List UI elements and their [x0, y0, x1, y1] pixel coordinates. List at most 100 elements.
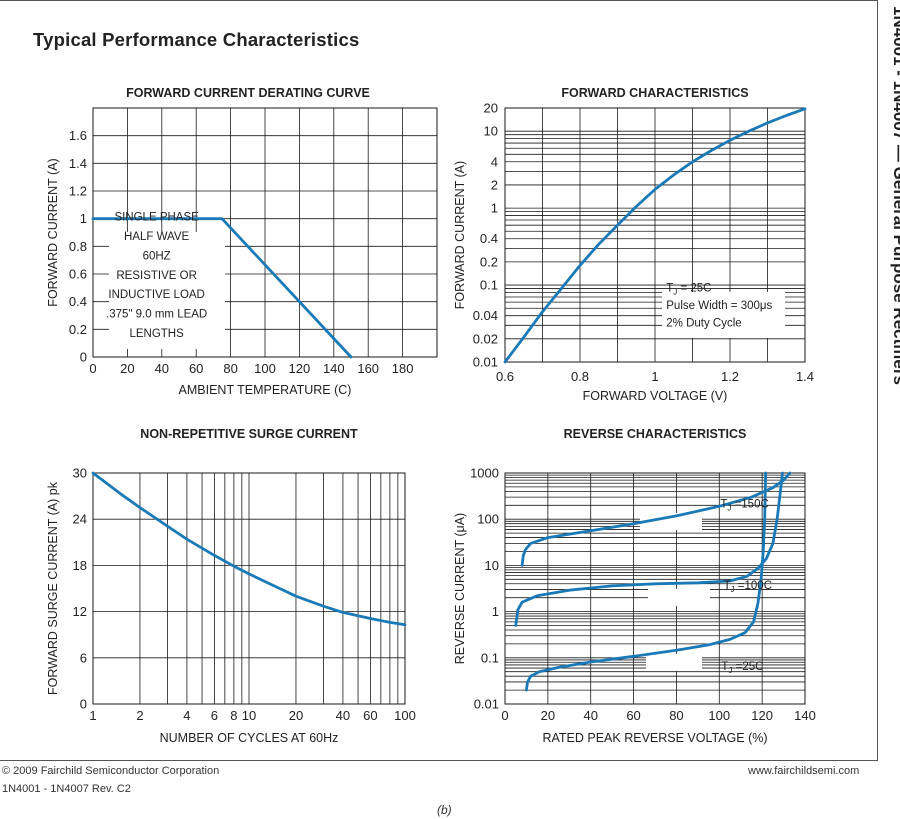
plot-frame-forward: [504, 107, 806, 363]
annotation-part: = 25C: [677, 283, 711, 295]
annotation-backdrop: [109, 232, 225, 349]
x-tick-label: 0: [501, 708, 508, 723]
annotation-part: =100C: [735, 580, 772, 592]
x-tick-label: 1.4: [796, 369, 814, 384]
series-reverse-0: [520, 471, 792, 567]
series-reverse-1: [514, 471, 784, 627]
annotation-subscript: J: [727, 503, 731, 512]
annotation-part: T: [724, 580, 731, 592]
x-tick-label: 0.6: [496, 369, 514, 384]
series-forward-0: [503, 107, 807, 364]
y-tick-label: 10: [485, 558, 499, 573]
x-tick-label: 0.8: [571, 369, 589, 384]
x-tick-label: 100: [254, 361, 276, 376]
y-tick-label: 0.2: [69, 322, 87, 337]
plot-frame-derating: [92, 107, 438, 358]
page-heading: Typical Performance Characteristics: [33, 29, 360, 50]
x-tick-label: 20: [289, 708, 303, 723]
y-tick-label: 0.1: [481, 650, 499, 665]
y-tick-label: 10: [484, 124, 498, 139]
y-tick-label: 1.6: [69, 128, 87, 143]
chart-title: FORWARD CURRENT DERATING CURVE: [126, 86, 370, 100]
x-tick-label: 160: [357, 361, 379, 376]
annotation-backdrop: [648, 589, 710, 606]
y-axis-title: FORWARD SURGE CURRENT (A) pk: [46, 481, 60, 695]
y-tick-label: 0: [80, 697, 87, 712]
website-text: www.fairchildsemi.com: [748, 765, 860, 777]
y-tick-label: 1.2: [69, 184, 87, 199]
x-tick-label: 6: [211, 708, 218, 723]
x-tick-label: 60: [626, 708, 640, 723]
annotation: TJ =100C: [724, 580, 772, 594]
y-tick-label: 6: [80, 650, 87, 665]
x-tick-label: 140: [794, 708, 816, 723]
grid-reverse: [504, 472, 806, 705]
x-tick-label: 180: [392, 361, 414, 376]
x-tick-label: 40: [155, 361, 169, 376]
x-tick-label: 140: [323, 361, 345, 376]
annotation-backdrop: [662, 292, 785, 338]
y-tick-label: 100: [477, 512, 499, 527]
chart-reverse: 0 20 40 60 80 100 120 140 0.01 0.1 1 10 100 1000 REVER…: [453, 427, 816, 745]
annotation: RESISTIVE OR: [116, 270, 197, 282]
annotation-backdrop: [646, 654, 702, 671]
chart-derating: 0 20 40 60 80 100 120 140 160 180 0 0.2 0.4 0.6 0.8 1 1.…: [46, 86, 438, 397]
y-tick-label: 0.2: [480, 254, 498, 269]
y-tick-label: 0.1: [480, 278, 498, 293]
annotation-part: T: [720, 498, 727, 510]
x-tick-label: 4: [183, 708, 190, 723]
y-axis-title: REVERSE CURRENT (μA): [453, 513, 467, 664]
x-axis-title: AMBIENT TEMPERATURE (C): [179, 383, 352, 397]
x-tick-label: 120: [289, 361, 311, 376]
annotation-part: μs: [760, 300, 773, 312]
y-tick-label: 0.4: [69, 294, 87, 309]
chart-title: NON-REPETITIVE SURGE CURRENT: [140, 427, 358, 441]
annotation: SINGLE PHASE: [114, 212, 199, 224]
x-tick-label: 0: [89, 361, 96, 376]
y-tick-label: 0.6: [69, 267, 87, 282]
x-tick-label: 1: [89, 708, 96, 723]
annotation-part: T: [666, 283, 673, 295]
y-tick-label: 24: [73, 512, 87, 527]
copyright-text: © 2009 Fairchild Semiconductor Corporati…: [2, 765, 220, 777]
y-axis-title: FORWARD CURRENT (A): [46, 158, 60, 306]
annotation-subscript: J: [731, 585, 735, 594]
x-axis-title: RATED PEAK REVERSE VOLTAGE (%): [542, 731, 767, 745]
y-tick-label: 0.04: [473, 308, 498, 323]
y-tick-label: 20: [484, 101, 498, 116]
y-tick-label: 1: [491, 201, 498, 216]
x-axis-title: NUMBER OF CYCLES AT 60Hz: [160, 731, 339, 745]
x-tick-label: 40: [583, 708, 597, 723]
x-tick-label: 8: [230, 708, 237, 723]
plot-frame-reverse: [504, 472, 806, 705]
figure-caption: (b): [437, 803, 452, 817]
y-tick-label: 1.4: [69, 156, 87, 171]
y-tick-label: 0.02: [473, 331, 498, 346]
series-surge-0: [91, 471, 407, 627]
series-derating-0: [91, 217, 353, 359]
annotation-subscript: J: [673, 288, 677, 297]
annotation-part: =150C: [731, 498, 768, 510]
annotation: TJ = 25C: [666, 283, 711, 297]
series-reverse-2: [525, 471, 767, 692]
annotation-part: Pulse Width = 300: [666, 300, 760, 312]
chart-surge: 1 2 4 6 8 10 20 40 60 1000612182430NON-REPETITIVE…: [46, 427, 416, 745]
y-tick-label: 0: [80, 350, 87, 365]
y-tick-label: 1000: [470, 466, 499, 481]
annotation: INDUCTIVE LOAD: [108, 289, 205, 301]
annotation: .375" 9.0 mm LEAD: [106, 309, 207, 321]
y-tick-label: 30: [73, 466, 87, 481]
page-frame: [0, 0, 878, 761]
x-tick-label: 120: [751, 708, 773, 723]
x-tick-label: 60: [189, 361, 203, 376]
annotation: Pulse Width = 300μs: [666, 300, 772, 312]
annotation: 2% Duty Cycle: [666, 317, 741, 329]
annotation-part: T: [721, 661, 728, 673]
annotation-part: =25C: [732, 661, 763, 673]
x-tick-label: 10: [242, 708, 256, 723]
part-revision-text: 1N4001 - 1N4007 Rev. C2: [2, 783, 131, 795]
x-tick-label: 20: [541, 708, 555, 723]
y-tick-label: 18: [73, 558, 87, 573]
y-tick-label: 0.01: [474, 697, 499, 712]
